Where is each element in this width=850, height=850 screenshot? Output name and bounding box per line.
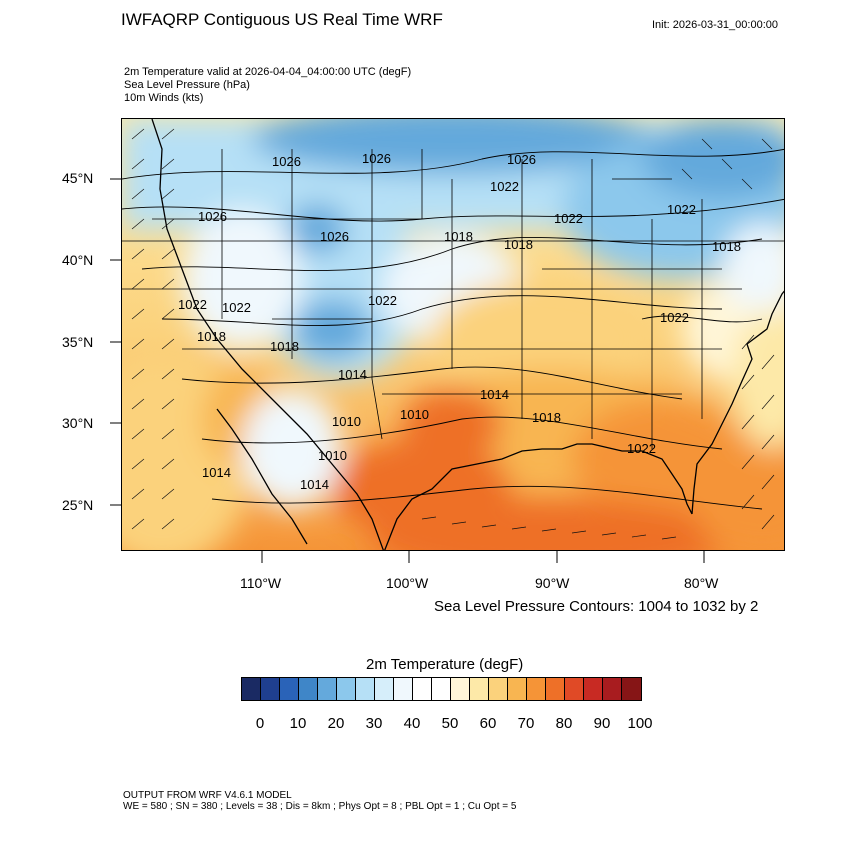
contour-label: 1022 <box>667 202 696 217</box>
init-time: Init: 2026-03-31_00:00:00 <box>652 19 778 31</box>
colorbar-label: 70 <box>517 715 535 732</box>
colorbar-cell <box>603 678 622 700</box>
contour-label: 1026 <box>198 209 227 224</box>
colorbar-cell <box>299 678 318 700</box>
colorbar-cell <box>565 678 584 700</box>
page-title: IWFAQRP Contiguous US Real Time WRF <box>121 10 443 29</box>
colorbar-label: 50 <box>441 715 459 732</box>
colorbar-cell <box>280 678 299 700</box>
contour-label: 1014 <box>338 367 367 382</box>
contour-label: 1026 <box>362 151 391 166</box>
contour-label: 1018 <box>270 339 299 354</box>
colorbar <box>241 677 642 701</box>
subtitle-winds: 10m Winds (kts) <box>124 92 204 104</box>
contour-label-group: 1026 1026 1026 1022 1026 1018 1018 1022 … <box>178 151 741 492</box>
colorbar-cell <box>242 678 261 700</box>
colorbar-label: 10 <box>289 715 307 732</box>
contour-label: 1014 <box>480 387 509 402</box>
colorbar-cell <box>261 678 280 700</box>
colorbar-cell <box>622 678 641 700</box>
contour-label: 1022 <box>178 297 207 312</box>
contour-label: 1022 <box>222 300 251 315</box>
contour-label: 1022 <box>368 293 397 308</box>
lat-label-25: 25°N <box>62 497 94 513</box>
colorbar-label: 90 <box>593 715 611 732</box>
lat-label-35: 35°N <box>62 334 94 350</box>
colorbar-cell <box>356 678 375 700</box>
contour-label: 1022 <box>490 179 519 194</box>
colorbar-label: 20 <box>327 715 345 732</box>
colorbar-title: 2m Temperature (degF) <box>366 656 524 673</box>
colorbar-cell <box>413 678 432 700</box>
contour-note: Sea Level Pressure Contours: 1004 to 103… <box>434 598 759 615</box>
contour-label: 1022 <box>660 310 689 325</box>
lat-label-45: 45°N <box>62 170 94 186</box>
colorbar-label: 40 <box>403 715 421 732</box>
contour-label: 1010 <box>318 448 347 463</box>
model-config: WE = 580 ; SN = 380 ; Levels = 38 ; Dis … <box>123 801 517 812</box>
contour-label: 1018 <box>504 237 533 252</box>
colorbar-cell <box>394 678 413 700</box>
contour-label: 1014 <box>300 477 329 492</box>
pressure-contours <box>122 148 784 510</box>
colorbar-cell <box>337 678 356 700</box>
weather-map: 1026 1026 1026 1022 1026 1018 1018 1022 … <box>121 118 785 551</box>
wind-barbs <box>131 128 775 540</box>
contour-label: 1018 <box>444 229 473 244</box>
lon-label-90w: 90°W <box>535 575 570 591</box>
lon-label-80w: 80°W <box>684 575 719 591</box>
colorbar-label: 100 <box>627 715 653 732</box>
contour-label: 1018 <box>712 239 741 254</box>
colorbar-cell <box>546 678 565 700</box>
colorbar-cell <box>432 678 451 700</box>
lat-label-30: 30°N <box>62 415 94 431</box>
contour-label: 1026 <box>507 152 536 167</box>
colorbar-cell <box>451 678 470 700</box>
contour-label: 1022 <box>554 211 583 226</box>
colorbar-cell <box>318 678 337 700</box>
colorbar-cell <box>489 678 508 700</box>
subtitle-pressure: Sea Level Pressure (hPa) <box>124 79 250 91</box>
colorbar-cell <box>470 678 489 700</box>
contour-label: 1014 <box>202 465 231 480</box>
lat-label-40: 40°N <box>62 252 94 268</box>
subtitle-temperature: 2m Temperature valid at 2026-04-04_04:00… <box>124 66 412 78</box>
contour-label: 1022 <box>627 441 656 456</box>
contour-label: 1018 <box>532 410 561 425</box>
colorbar-label: 60 <box>479 715 497 732</box>
colorbar-cell <box>584 678 603 700</box>
contour-label: 1026 <box>272 154 301 169</box>
contour-label: 1018 <box>197 329 226 344</box>
contour-label: 1010 <box>400 407 429 422</box>
colorbar-cell <box>508 678 527 700</box>
contour-label: 1026 <box>320 229 349 244</box>
lon-label-110w: 110°W <box>240 575 282 591</box>
model-info: OUTPUT FROM WRF V4.6.1 MODEL <box>123 790 292 801</box>
colorbar-cell <box>527 678 546 700</box>
coastlines <box>151 119 784 550</box>
colorbar-label: 30 <box>365 715 383 732</box>
lon-label-100w: 100°W <box>386 575 429 591</box>
colorbar-label: 80 <box>555 715 573 732</box>
map-svg: 1026 1026 1026 1022 1026 1018 1018 1022 … <box>122 119 784 550</box>
colorbar-label: 0 <box>255 715 265 732</box>
colorbar-cell <box>375 678 394 700</box>
contour-label: 1010 <box>332 414 361 429</box>
